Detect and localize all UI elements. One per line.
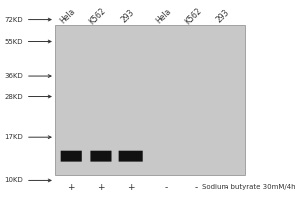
Text: 293: 293: [119, 8, 136, 24]
Text: -: -: [224, 183, 227, 192]
Text: Hela: Hela: [154, 7, 172, 25]
Text: -: -: [165, 183, 168, 192]
Text: K562: K562: [183, 6, 203, 26]
Text: 72KD: 72KD: [4, 17, 51, 23]
FancyBboxPatch shape: [55, 25, 245, 175]
FancyBboxPatch shape: [90, 151, 112, 162]
Text: 17KD: 17KD: [4, 134, 51, 140]
Text: 28KD: 28KD: [4, 94, 51, 100]
Text: Sodium butyrate 30mM/4h: Sodium butyrate 30mM/4h: [202, 184, 296, 190]
Text: 10KD: 10KD: [4, 177, 51, 183]
Text: +: +: [68, 183, 75, 192]
Text: +: +: [127, 183, 134, 192]
Text: K562: K562: [88, 6, 108, 26]
Text: 293: 293: [214, 8, 231, 24]
FancyBboxPatch shape: [61, 151, 82, 162]
Text: 55KD: 55KD: [4, 39, 51, 45]
FancyBboxPatch shape: [118, 151, 143, 162]
Text: -: -: [194, 183, 198, 192]
Text: Hela: Hela: [59, 7, 77, 25]
Text: 36KD: 36KD: [4, 73, 51, 79]
Text: +: +: [97, 183, 105, 192]
